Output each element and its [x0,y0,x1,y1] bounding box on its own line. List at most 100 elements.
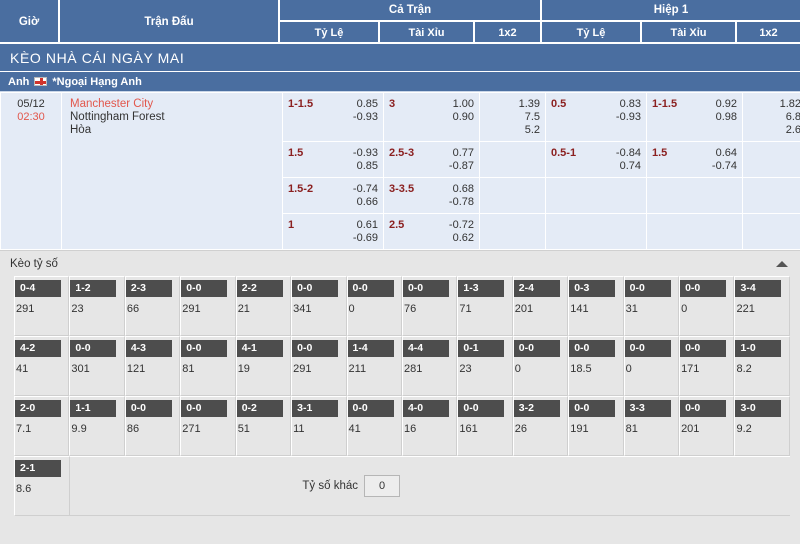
other-score-value[interactable]: 0 [364,475,400,497]
score-odds-value[interactable]: 191 [569,417,622,435]
score-odds-value[interactable]: 86 [126,417,179,435]
odds-cell-handicap-ft-r2[interactable]: 1.5 -0.93 0.85 [283,142,384,178]
odds-value[interactable]: -0.69 [288,232,378,245]
score-odds-value[interactable]: 341 [292,297,345,315]
odds-cell-handicap-ft-r3[interactable]: 1.5-2 -0.74 0.66 [283,178,384,214]
table-row[interactable]: 05/12 02:30 Manchester City Nottingham F… [1,93,800,142]
score-odds-value[interactable]: 291 [181,297,234,315]
score-odds-value[interactable]: 291 [292,357,345,375]
score-odds-value[interactable]: 31 [625,297,678,315]
score-odds-value[interactable]: 41 [348,417,401,435]
odds-value-home[interactable]: 1.82 [748,98,800,111]
score-odds-value[interactable]: 291 [15,297,68,315]
odds-cell-1x2-ft-r1[interactable]: 1.39 7.5 5.2 [480,93,546,142]
score-odds-value[interactable]: 171 [680,357,733,375]
odds-value[interactable]: -0.78 [389,196,474,209]
score-odds-value[interactable]: 271 [181,417,234,435]
odds-value-draw[interactable]: 6.8 [748,111,800,124]
odds-cell-handicap-ft-r4[interactable]: 1 0.61 -0.69 [283,214,384,250]
score-odds-value[interactable]: 71 [458,297,511,315]
score-odds-value[interactable]: 16 [403,417,456,435]
odds-value[interactable]: 0.85 [288,160,378,173]
odds-value[interactable]: -0.87 [389,160,474,173]
score-odds-value[interactable]: 281 [403,357,456,375]
score-odds-value[interactable]: 301 [70,357,123,375]
score-odds-value[interactable]: 8.2 [735,357,788,375]
odds-value[interactable]: -0.93 [551,111,641,124]
odds-cell-overunder-h1-r2[interactable]: 1.5 0.64 -0.74 [647,142,743,178]
odds-value-home[interactable]: 1.39 [485,98,540,111]
score-odds-value[interactable]: 19 [237,357,290,375]
score-odds-value[interactable]: 141 [569,297,622,315]
score-odds-value[interactable]: 76 [403,297,456,315]
odds-cell-handicap-ft-r1[interactable]: 1-1.5 0.85 -0.93 [283,93,384,142]
odds-cell-handicap-h1-r2[interactable]: 0.5-1 -0.84 0.74 [546,142,647,178]
score-odds-value[interactable]: 11 [292,417,345,435]
score-odds-value[interactable]: 81 [625,417,678,435]
score-odds-value[interactable]: 23 [70,297,123,315]
odds-value[interactable]: -0.74 [652,160,737,173]
score-odds-value[interactable]: 7.1 [15,417,68,435]
odds-cell-overunder-ft-r1[interactable]: 3 1.00 0.90 [384,93,480,142]
odds-value-away[interactable]: 2.6 [748,124,800,137]
score-odds-value[interactable]: 26 [514,417,567,435]
odds-cell-1x2-h1-r1[interactable]: 1.82 6.8 2.6 [743,93,800,142]
score-odds-value[interactable]: 21 [237,297,290,315]
score-odds-value[interactable]: 81 [181,357,234,375]
score-odds-value[interactable]: 0 [514,357,567,375]
score-odds-value[interactable]: 9.9 [70,417,123,435]
odds-cell-overunder-ft-r3[interactable]: 3-3.5 0.68 -0.78 [384,178,480,214]
odds-cell-overunder-ft-r4[interactable]: 2.5 -0.72 0.62 [384,214,480,250]
odds-cell-overunder-h1-r1[interactable]: 1-1.5 0.92 0.98 [647,93,743,142]
score-odds-value[interactable]: 66 [126,297,179,315]
score-odds-value[interactable]: 161 [458,417,511,435]
league-row[interactable]: Anh *Ngoại Hạng Anh [0,72,800,92]
caret-up-icon[interactable] [776,261,788,267]
odds-cell-overunder-ft-r2[interactable]: 2.5-3 0.77 -0.87 [384,142,480,178]
odds-value[interactable]: 1.00 [389,98,474,111]
odds-cell-handicap-h1-r1[interactable]: 0.5 0.83 -0.93 [546,93,647,142]
score-odds-value[interactable]: 18.5 [569,357,622,375]
odds-value[interactable]: -0.93 [288,111,378,124]
score-odds-value[interactable]: 221 [735,297,788,315]
score-odds-value[interactable]: 0 [348,297,401,315]
score-odds-value[interactable]: 0 [680,297,733,315]
away-team[interactable]: Nottingham Forest [70,111,282,124]
score-odds-value[interactable]: 201 [680,417,733,435]
